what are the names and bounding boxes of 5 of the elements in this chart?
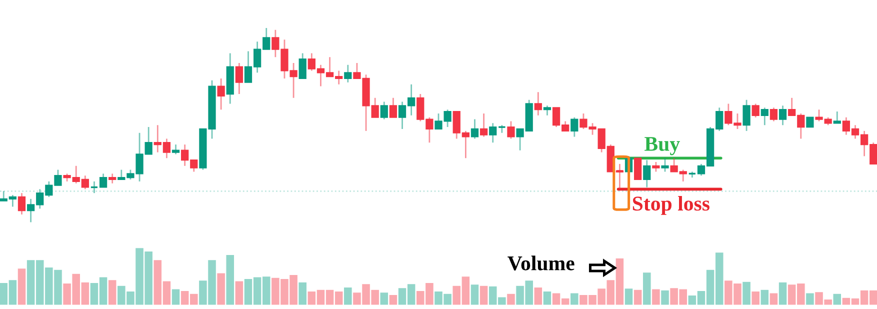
ref-line-label: Buy [644, 137, 680, 156]
candlestick [806, 116, 814, 128]
candlestick [634, 158, 642, 180]
ref-line-label: Stop loss [632, 196, 710, 215]
annotation: Volume [508, 256, 574, 270]
